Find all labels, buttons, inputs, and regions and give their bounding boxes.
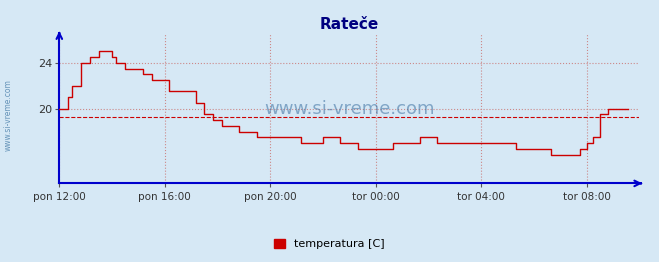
Text: www.si-vreme.com: www.si-vreme.com (4, 79, 13, 151)
Title: Rateče: Rateče (320, 17, 379, 31)
Text: www.si-vreme.com: www.si-vreme.com (264, 100, 434, 118)
Legend: temperatura [C]: temperatura [C] (270, 234, 389, 254)
